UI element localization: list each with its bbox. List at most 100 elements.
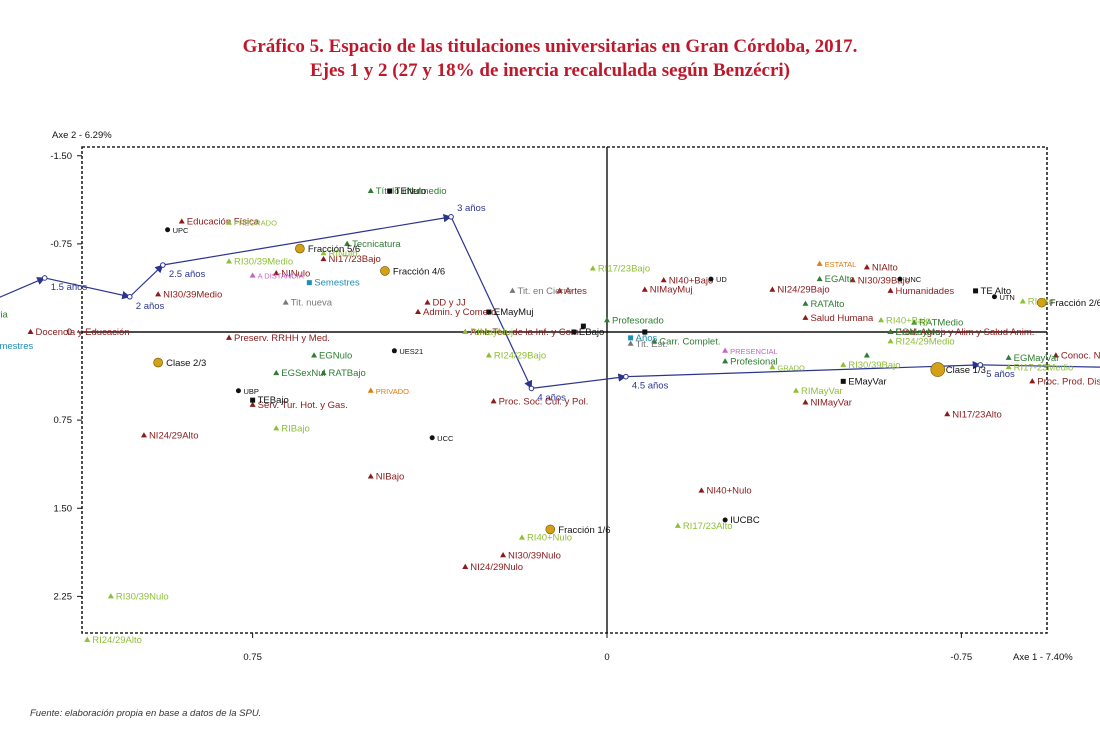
- point-marker: [604, 317, 610, 323]
- point-label: UCC: [437, 434, 454, 443]
- point-label: RI40+Nulo: [527, 533, 572, 544]
- point-marker: [878, 317, 885, 323]
- point-label: Educación Física: [187, 217, 260, 228]
- point-label: Tit. en Cierre: [518, 286, 573, 297]
- point-marker: [911, 319, 918, 325]
- point-label: PREGRADO: [234, 219, 277, 228]
- point-label: Conoc. Nat. Fis. y Mat.: [1061, 351, 1100, 362]
- point-marker: [165, 227, 171, 233]
- x-tick-label: -0.75: [951, 652, 973, 663]
- point-label: RIBajo: [281, 423, 310, 434]
- trajectory-segment: [531, 373, 627, 389]
- point-marker: [367, 187, 374, 193]
- point-label: NIAlto: [872, 262, 898, 273]
- point-marker: [107, 593, 114, 599]
- point-label: Admin. y Comerc.: [423, 307, 499, 318]
- point-marker: [1029, 378, 1036, 384]
- point-marker: [518, 534, 525, 540]
- y-tick-label: -0.75: [50, 239, 72, 250]
- point-label: RI24/29Medio: [896, 336, 955, 347]
- point-marker: [226, 258, 232, 264]
- point-marker: [27, 328, 34, 334]
- trajectory-segment: [162, 213, 452, 266]
- point-label: NI30/39Nulo: [508, 550, 561, 561]
- trajectory-label: 2.5 años: [169, 269, 206, 280]
- point-marker: [387, 188, 393, 194]
- point-marker: [367, 387, 374, 393]
- point-marker: [509, 287, 516, 293]
- point-label: NI30/39Medio: [163, 289, 222, 300]
- y-tick-label: 2.25: [54, 591, 73, 602]
- trajectory-segment: [44, 277, 131, 300]
- plot-frame: [81, 146, 1048, 634]
- point-label: NINulo: [281, 268, 310, 279]
- point-marker: [249, 401, 256, 407]
- point-marker: [424, 299, 431, 305]
- point-label: EGSexNul: [281, 368, 325, 379]
- point-label: RI24/29Bajo: [494, 351, 546, 362]
- point-marker: [722, 358, 729, 364]
- trajectory-point: [528, 385, 535, 392]
- point-marker: [793, 387, 799, 393]
- trajectory-label: 5 años: [986, 369, 1015, 380]
- point-marker: [887, 328, 894, 334]
- point-marker: [840, 361, 847, 367]
- point-marker: [273, 369, 280, 376]
- point-label: NI17/23Bajo: [329, 254, 381, 265]
- point-marker: [155, 291, 162, 297]
- point-label: RI17/23Bajo: [598, 264, 650, 275]
- point-marker: [429, 435, 435, 441]
- point-marker: [991, 294, 997, 300]
- y-tick-label: -1.50: [50, 151, 72, 162]
- point-marker: [722, 517, 728, 523]
- point-marker: [415, 308, 421, 315]
- point-label: RINulo: [329, 248, 358, 259]
- point-label: EGNulo: [319, 351, 352, 362]
- point-marker: [462, 328, 469, 334]
- point-marker: [651, 338, 658, 344]
- point-label: Carrera Complementaria: [0, 309, 9, 320]
- point-label: UES21: [399, 347, 423, 356]
- class-marker: [1036, 297, 1047, 308]
- point-marker: [708, 276, 714, 282]
- point-label: EGAlto: [825, 274, 855, 285]
- point-marker: [282, 299, 289, 305]
- point-label: UD: [716, 275, 727, 284]
- point-label: RATMedio: [919, 318, 963, 329]
- point-marker: [344, 240, 351, 246]
- chart-title: Gráfico 5. Espacio de las titulaciones u…: [242, 36, 858, 57]
- points-layer: Educación Física NI17/23Bajo NINulo NI30/39…: [0, 186, 1100, 646]
- source-note: Fuente: elaboración propia en base a dat…: [30, 708, 262, 719]
- point-marker: [698, 487, 705, 493]
- trajectory-point: [160, 262, 166, 268]
- point-marker: [486, 309, 492, 315]
- point-label: Tit. nueva: [291, 298, 333, 309]
- point-marker: [887, 287, 894, 293]
- x-tick-label: 0: [604, 652, 609, 663]
- axes-layer: 1.500.750-0.75-1.50-1.50-0.7500.751.502.…: [50, 147, 1047, 663]
- class-label: Fracción 1/6: [558, 525, 610, 536]
- trajectory-segment: [625, 360, 982, 378]
- point-marker: [641, 286, 648, 292]
- trajectory-label: 2 años: [136, 301, 165, 312]
- trajectory-segment: [129, 264, 164, 298]
- point-marker: [816, 275, 823, 282]
- point-marker: [802, 314, 809, 320]
- point-marker: [580, 323, 586, 329]
- point-marker: [1052, 352, 1059, 358]
- point-label: NI40+Nulo: [707, 486, 752, 497]
- point-label: DD y JJ: [432, 298, 466, 309]
- point-label: Proc. Prod. Diseño y Construc.: [1037, 376, 1100, 387]
- class-marker: [153, 357, 163, 368]
- class-label: Fracción 2/6: [1050, 298, 1100, 309]
- point-marker: [367, 473, 374, 479]
- point-label: Docencia y Educación: [36, 327, 130, 338]
- point-label: Tit. Est.: [636, 339, 668, 350]
- trajectory-point: [977, 362, 984, 368]
- point-marker: [769, 364, 776, 370]
- point-marker: [571, 329, 577, 335]
- point-label: UTN: [999, 293, 1014, 302]
- point-label: Humanidades: [896, 286, 955, 297]
- class-label: Fracción 5/6: [308, 244, 360, 255]
